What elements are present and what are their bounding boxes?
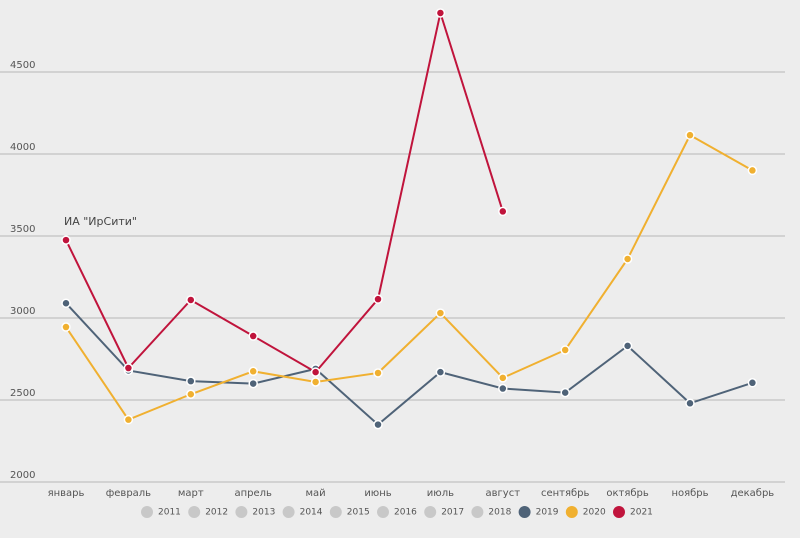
- legend-label[interactable]: 2019: [536, 508, 559, 518]
- y-tick-label: 3500: [10, 224, 35, 235]
- legend-marker[interactable]: [565, 506, 578, 518]
- data-point: [248, 366, 258, 377]
- y-tick-label: 4000: [10, 142, 35, 153]
- x-tick-label: апрель: [234, 488, 272, 499]
- data-point: [685, 130, 695, 140]
- data-point: [248, 331, 258, 341]
- x-tick-label: январь: [48, 488, 85, 499]
- data-point: [560, 387, 570, 398]
- x-tick-label: март: [178, 488, 204, 499]
- legend-marker[interactable]: [518, 506, 531, 518]
- legend-marker[interactable]: [141, 506, 153, 518]
- x-tick-label: май: [306, 488, 326, 499]
- x-tick-label: октябрь: [606, 488, 649, 499]
- data-point: [435, 367, 446, 377]
- x-tick-label: июль: [427, 488, 454, 499]
- legend-marker[interactable]: [188, 506, 201, 518]
- data-point: [123, 414, 134, 425]
- data-point: [373, 368, 383, 378]
- data-point: [310, 367, 321, 377]
- series-line: [65, 133, 753, 421]
- legend-label[interactable]: 2020: [583, 508, 606, 518]
- x-tick-label: февраль: [106, 488, 151, 499]
- data-point: [186, 376, 196, 386]
- data-point: [310, 377, 321, 387]
- data-point: [123, 363, 134, 373]
- x-tick-label: июнь: [364, 488, 391, 499]
- data-point: [435, 8, 446, 18]
- data-point: [186, 295, 196, 305]
- y-tick-label: 2500: [10, 388, 35, 399]
- legend-marker[interactable]: [377, 506, 389, 518]
- x-tick-label: сентябрь: [541, 488, 590, 499]
- legend-label[interactable]: 2011: [158, 508, 181, 518]
- legend-label[interactable]: 2017: [441, 508, 464, 518]
- data-point: [498, 383, 508, 394]
- legend-label[interactable]: 2016: [394, 508, 417, 518]
- data-point: [435, 308, 446, 318]
- data-point: [186, 389, 196, 400]
- data-point: [747, 378, 758, 388]
- data-point: [61, 322, 71, 332]
- y-tick-label: 2000: [10, 470, 35, 481]
- legend-marker[interactable]: [424, 506, 437, 518]
- data-point: [498, 206, 508, 217]
- data-point: [747, 165, 758, 176]
- legend-marker[interactable]: [613, 506, 625, 518]
- x-tick-label: ноябрь: [671, 488, 708, 499]
- data-point: [685, 398, 695, 409]
- x-tick-label: декабрь: [731, 488, 775, 499]
- series-line: [65, 9, 504, 374]
- legend-label[interactable]: 2014: [300, 508, 323, 518]
- data-point: [248, 378, 258, 389]
- legend-marker[interactable]: [471, 506, 484, 518]
- legend-label[interactable]: 2012: [205, 508, 228, 518]
- legend-label[interactable]: 2013: [252, 508, 275, 518]
- legend-marker[interactable]: [329, 506, 342, 518]
- data-point: [622, 254, 633, 264]
- data-point: [373, 419, 383, 430]
- y-tick-label: 3000: [10, 306, 35, 317]
- legend-label[interactable]: 2015: [347, 508, 370, 518]
- data-point: [560, 345, 570, 355]
- data-point: [373, 294, 383, 304]
- legend-marker[interactable]: [235, 506, 248, 518]
- data-point: [498, 373, 508, 383]
- annotation: ИА "ИрСити": [64, 215, 137, 228]
- data-point: [622, 341, 633, 351]
- legend-marker[interactable]: [282, 506, 295, 518]
- data-point: [61, 298, 71, 308]
- legend-label[interactable]: 2018: [488, 508, 511, 518]
- x-tick-label: август: [486, 488, 521, 499]
- legend-label[interactable]: 2021: [630, 508, 653, 518]
- y-tick-label: 4500: [10, 60, 35, 71]
- series-line: [65, 302, 753, 426]
- data-point: [61, 235, 71, 245]
